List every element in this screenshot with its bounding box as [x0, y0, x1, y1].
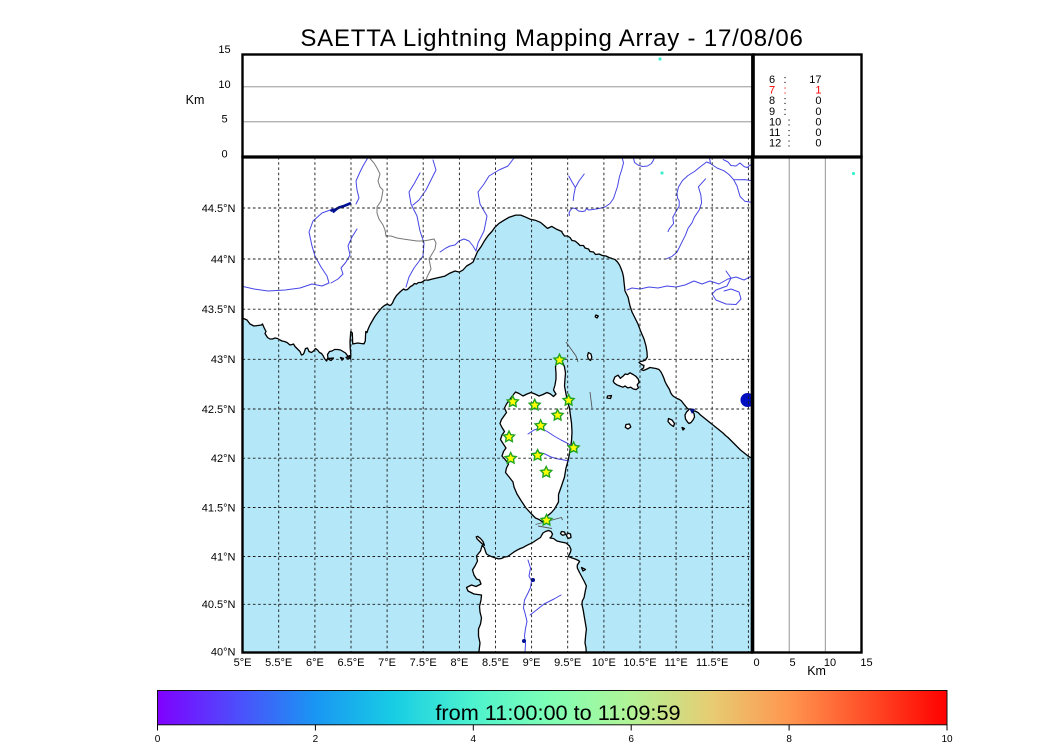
svg-text:11.5°E: 11.5°E: [696, 657, 728, 669]
svg-text:1: 1: [815, 85, 821, 97]
svg-text:11°E: 11°E: [665, 657, 688, 669]
svg-text:7: 7: [769, 85, 775, 97]
svg-text:10.5°E: 10.5°E: [623, 657, 656, 669]
svg-text:43.5°N: 43.5°N: [202, 304, 236, 316]
svg-text:15: 15: [860, 657, 872, 669]
svg-text:5: 5: [789, 657, 795, 669]
svg-text:8°E: 8°E: [450, 657, 468, 669]
svg-text:15: 15: [218, 44, 230, 56]
svg-text:7°E: 7°E: [378, 657, 396, 669]
svg-text:7.5°E: 7.5°E: [410, 657, 437, 669]
svg-text::: :: [784, 95, 787, 107]
svg-text::: :: [784, 106, 787, 118]
svg-text:42°N: 42°N: [211, 453, 236, 465]
svg-text::: :: [788, 138, 791, 150]
svg-text:10: 10: [824, 657, 836, 669]
svg-text:10: 10: [218, 79, 230, 91]
svg-text:6: 6: [628, 734, 634, 745]
svg-text:6°E: 6°E: [306, 657, 324, 669]
svg-text:0: 0: [815, 106, 821, 118]
svg-text:42.5°N: 42.5°N: [202, 404, 236, 416]
svg-text:44°N: 44°N: [211, 254, 236, 266]
svg-text:0: 0: [815, 138, 821, 150]
svg-text:44.5°N: 44.5°N: [202, 203, 236, 215]
svg-text:8: 8: [769, 95, 775, 107]
svg-text:9.5°E: 9.5°E: [554, 657, 581, 669]
svg-text:6.5°E: 6.5°E: [337, 657, 364, 669]
svg-text:0: 0: [815, 95, 821, 107]
svg-text:43°N: 43°N: [211, 354, 236, 366]
svg-text:9°E: 9°E: [523, 657, 541, 669]
svg-text:10: 10: [941, 734, 953, 745]
svg-text::: :: [788, 127, 791, 139]
svg-text:17: 17: [809, 74, 821, 86]
svg-text:4: 4: [471, 734, 477, 745]
svg-text:9: 9: [769, 106, 775, 118]
svg-text:12: 12: [769, 138, 781, 150]
svg-text:from 11:00:00 to 11:09:59: from 11:00:00 to 11:09:59: [435, 700, 680, 725]
svg-text:10: 10: [769, 116, 781, 128]
svg-text:Km: Km: [807, 664, 826, 678]
svg-text::: :: [784, 85, 787, 97]
svg-text:5.5°E: 5.5°E: [265, 657, 292, 669]
svg-text:6: 6: [769, 74, 775, 86]
svg-text:5°E: 5°E: [234, 657, 252, 669]
svg-text:8.5°E: 8.5°E: [482, 657, 509, 669]
svg-text:40°N: 40°N: [211, 646, 236, 658]
svg-text:2: 2: [313, 734, 319, 745]
svg-text:8: 8: [786, 734, 792, 745]
svg-text:41°N: 41°N: [211, 551, 236, 563]
svg-text:0: 0: [221, 148, 227, 160]
svg-text:0: 0: [815, 116, 821, 128]
svg-text::: :: [784, 74, 787, 86]
svg-text:11: 11: [769, 127, 780, 139]
svg-text::: :: [788, 116, 791, 128]
svg-text:SAETTA Lightning Mapping Array: SAETTA Lightning Mapping Array - 17/08/0…: [300, 25, 803, 52]
svg-text:0: 0: [815, 127, 821, 139]
svg-text:Km: Km: [186, 93, 205, 107]
svg-text:5: 5: [221, 113, 227, 125]
svg-text:40.5°N: 40.5°N: [202, 599, 236, 611]
svg-text:10°E: 10°E: [592, 657, 616, 669]
svg-text:0: 0: [753, 657, 759, 669]
svg-text:0: 0: [155, 734, 161, 745]
svg-text:41.5°N: 41.5°N: [202, 502, 236, 514]
